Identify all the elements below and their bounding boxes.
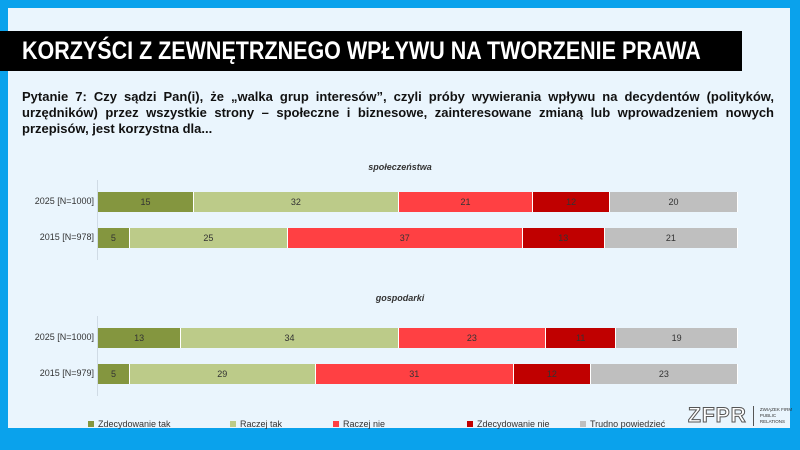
bar-segment-trudno-powiedzieć: 21 bbox=[604, 228, 738, 248]
logo-subtitle: ZWIĄZEK FIRM PUBLIC RELATIONS bbox=[759, 407, 793, 424]
bar-segment-trudno-powiedzieć: 20 bbox=[609, 192, 738, 212]
logo-text: ZFPR bbox=[688, 404, 747, 428]
bar-segment-raczej-tak: 32 bbox=[194, 192, 399, 212]
legend-label: Raczej nie bbox=[343, 419, 386, 429]
legend-item: Raczej nie bbox=[333, 419, 385, 429]
bar-segment-zdecydowanie-tak: 15 bbox=[98, 192, 194, 212]
stacked-bar: 15 32 21 12 20 bbox=[98, 192, 738, 212]
bar-segment-raczej-tak: 34 bbox=[181, 328, 399, 348]
legend-swatch bbox=[333, 421, 339, 427]
group-title: gospodarki bbox=[375, 293, 425, 303]
bar-segment-raczej-nie: 31 bbox=[315, 364, 514, 384]
legend-item: Raczej tak bbox=[230, 419, 282, 429]
stacked-bar: 5 25 37 13 21 bbox=[98, 228, 738, 248]
legend-item: Zdecydowanie tak bbox=[88, 419, 171, 429]
legend-swatch bbox=[88, 421, 94, 427]
bar-segment-raczej-nie: 37 bbox=[288, 228, 523, 248]
legend-label: Zdecydowanie tak bbox=[98, 419, 171, 429]
logo-divider bbox=[752, 406, 754, 426]
row-label: 2015 [N=979] bbox=[39, 368, 94, 378]
bar-segment-zdecydowanie-nie: 12 bbox=[513, 364, 591, 384]
legend-item: Trudno powiedzieć bbox=[580, 419, 665, 429]
bar-segment-zdecydowanie-tak: 13 bbox=[98, 328, 182, 348]
stacked-bar: 13 34 23 11 19 bbox=[98, 328, 738, 348]
legend-swatch bbox=[230, 421, 236, 427]
bar-segment-zdecydowanie-nie: 11 bbox=[545, 328, 617, 348]
bar-segment-zdecydowanie-tak: 5 bbox=[98, 364, 130, 384]
legend-swatch bbox=[467, 421, 473, 427]
stacked-bar: 5 29 31 12 23 bbox=[98, 364, 738, 384]
bar-segment-trudno-powiedzieć: 23 bbox=[590, 364, 738, 384]
slide-title: KORZYŚCI Z ZEWNĘTRZNEGO WPŁYWU NA TWORZE… bbox=[22, 37, 701, 65]
zfpr-logo: ZFPR ZWIĄZEK FIRM PUBLIC RELATIONS bbox=[688, 404, 800, 428]
bar-segment-zdecydowanie-nie: 13 bbox=[522, 228, 605, 248]
legend-label: Trudno powiedzieć bbox=[590, 419, 666, 429]
bar-segment-raczej-nie: 21 bbox=[398, 192, 534, 212]
bar-segment-raczej-tak: 29 bbox=[130, 364, 316, 384]
bar-segment-zdecydowanie-nie: 12 bbox=[533, 192, 610, 212]
question-text: Pytanie 7: Czy sądzi Pan(i), że „walka g… bbox=[22, 89, 774, 136]
bar-segment-zdecydowanie-tak: 5 bbox=[98, 228, 130, 248]
row-label: 2015 [N=978] bbox=[39, 232, 94, 242]
row-label: 2025 [N=1000] bbox=[34, 196, 94, 206]
category-axis bbox=[97, 316, 98, 396]
title-bar: KORZYŚCI Z ZEWNĘTRZNEGO WPŁYWU NA TWORZE… bbox=[0, 31, 742, 71]
group-title: społeczeństwa bbox=[368, 162, 432, 172]
bar-segment-raczej-tak: 25 bbox=[129, 228, 289, 248]
legend-label: Raczej tak bbox=[240, 419, 283, 429]
legend-item: Zdecydowanie nie bbox=[467, 419, 550, 429]
bar-segment-trudno-powiedzieć: 19 bbox=[616, 328, 738, 348]
row-label: 2025 [N=1000] bbox=[34, 332, 94, 342]
legend-label: Zdecydowanie nie bbox=[477, 419, 550, 429]
category-axis bbox=[97, 180, 98, 260]
slide-panel bbox=[8, 8, 790, 428]
legend-swatch bbox=[580, 421, 586, 427]
bar-segment-raczej-nie: 23 bbox=[398, 328, 546, 348]
